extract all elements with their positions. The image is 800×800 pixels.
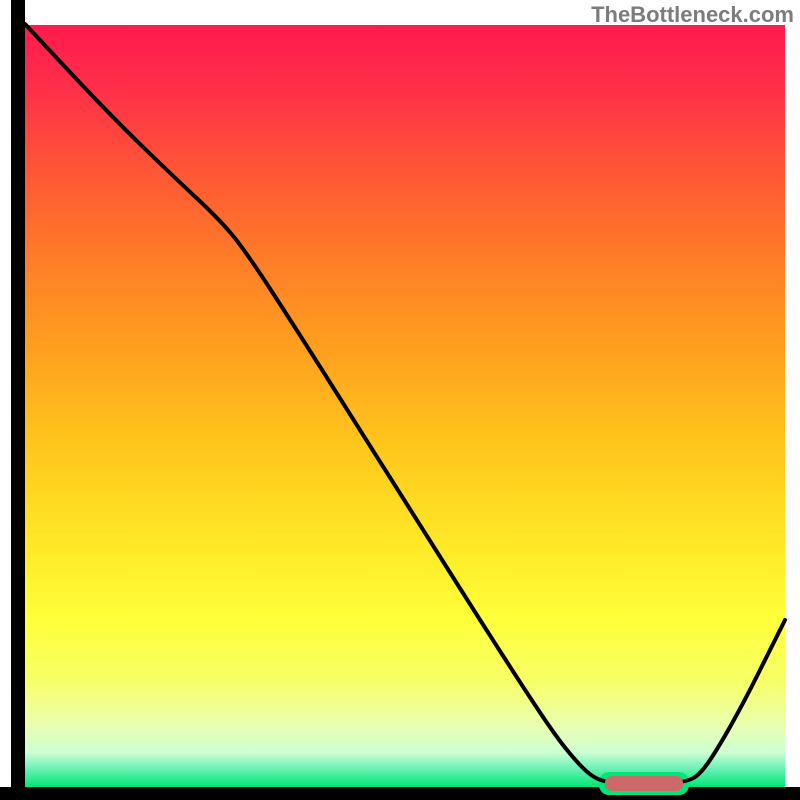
optimum-marker [605, 776, 683, 791]
chart-svg [0, 0, 800, 800]
bottleneck-chart: TheBottleneck.com [0, 0, 800, 800]
y-axis [11, 0, 25, 800]
gradient-background [25, 25, 785, 787]
watermark-text: TheBottleneck.com [591, 2, 794, 28]
